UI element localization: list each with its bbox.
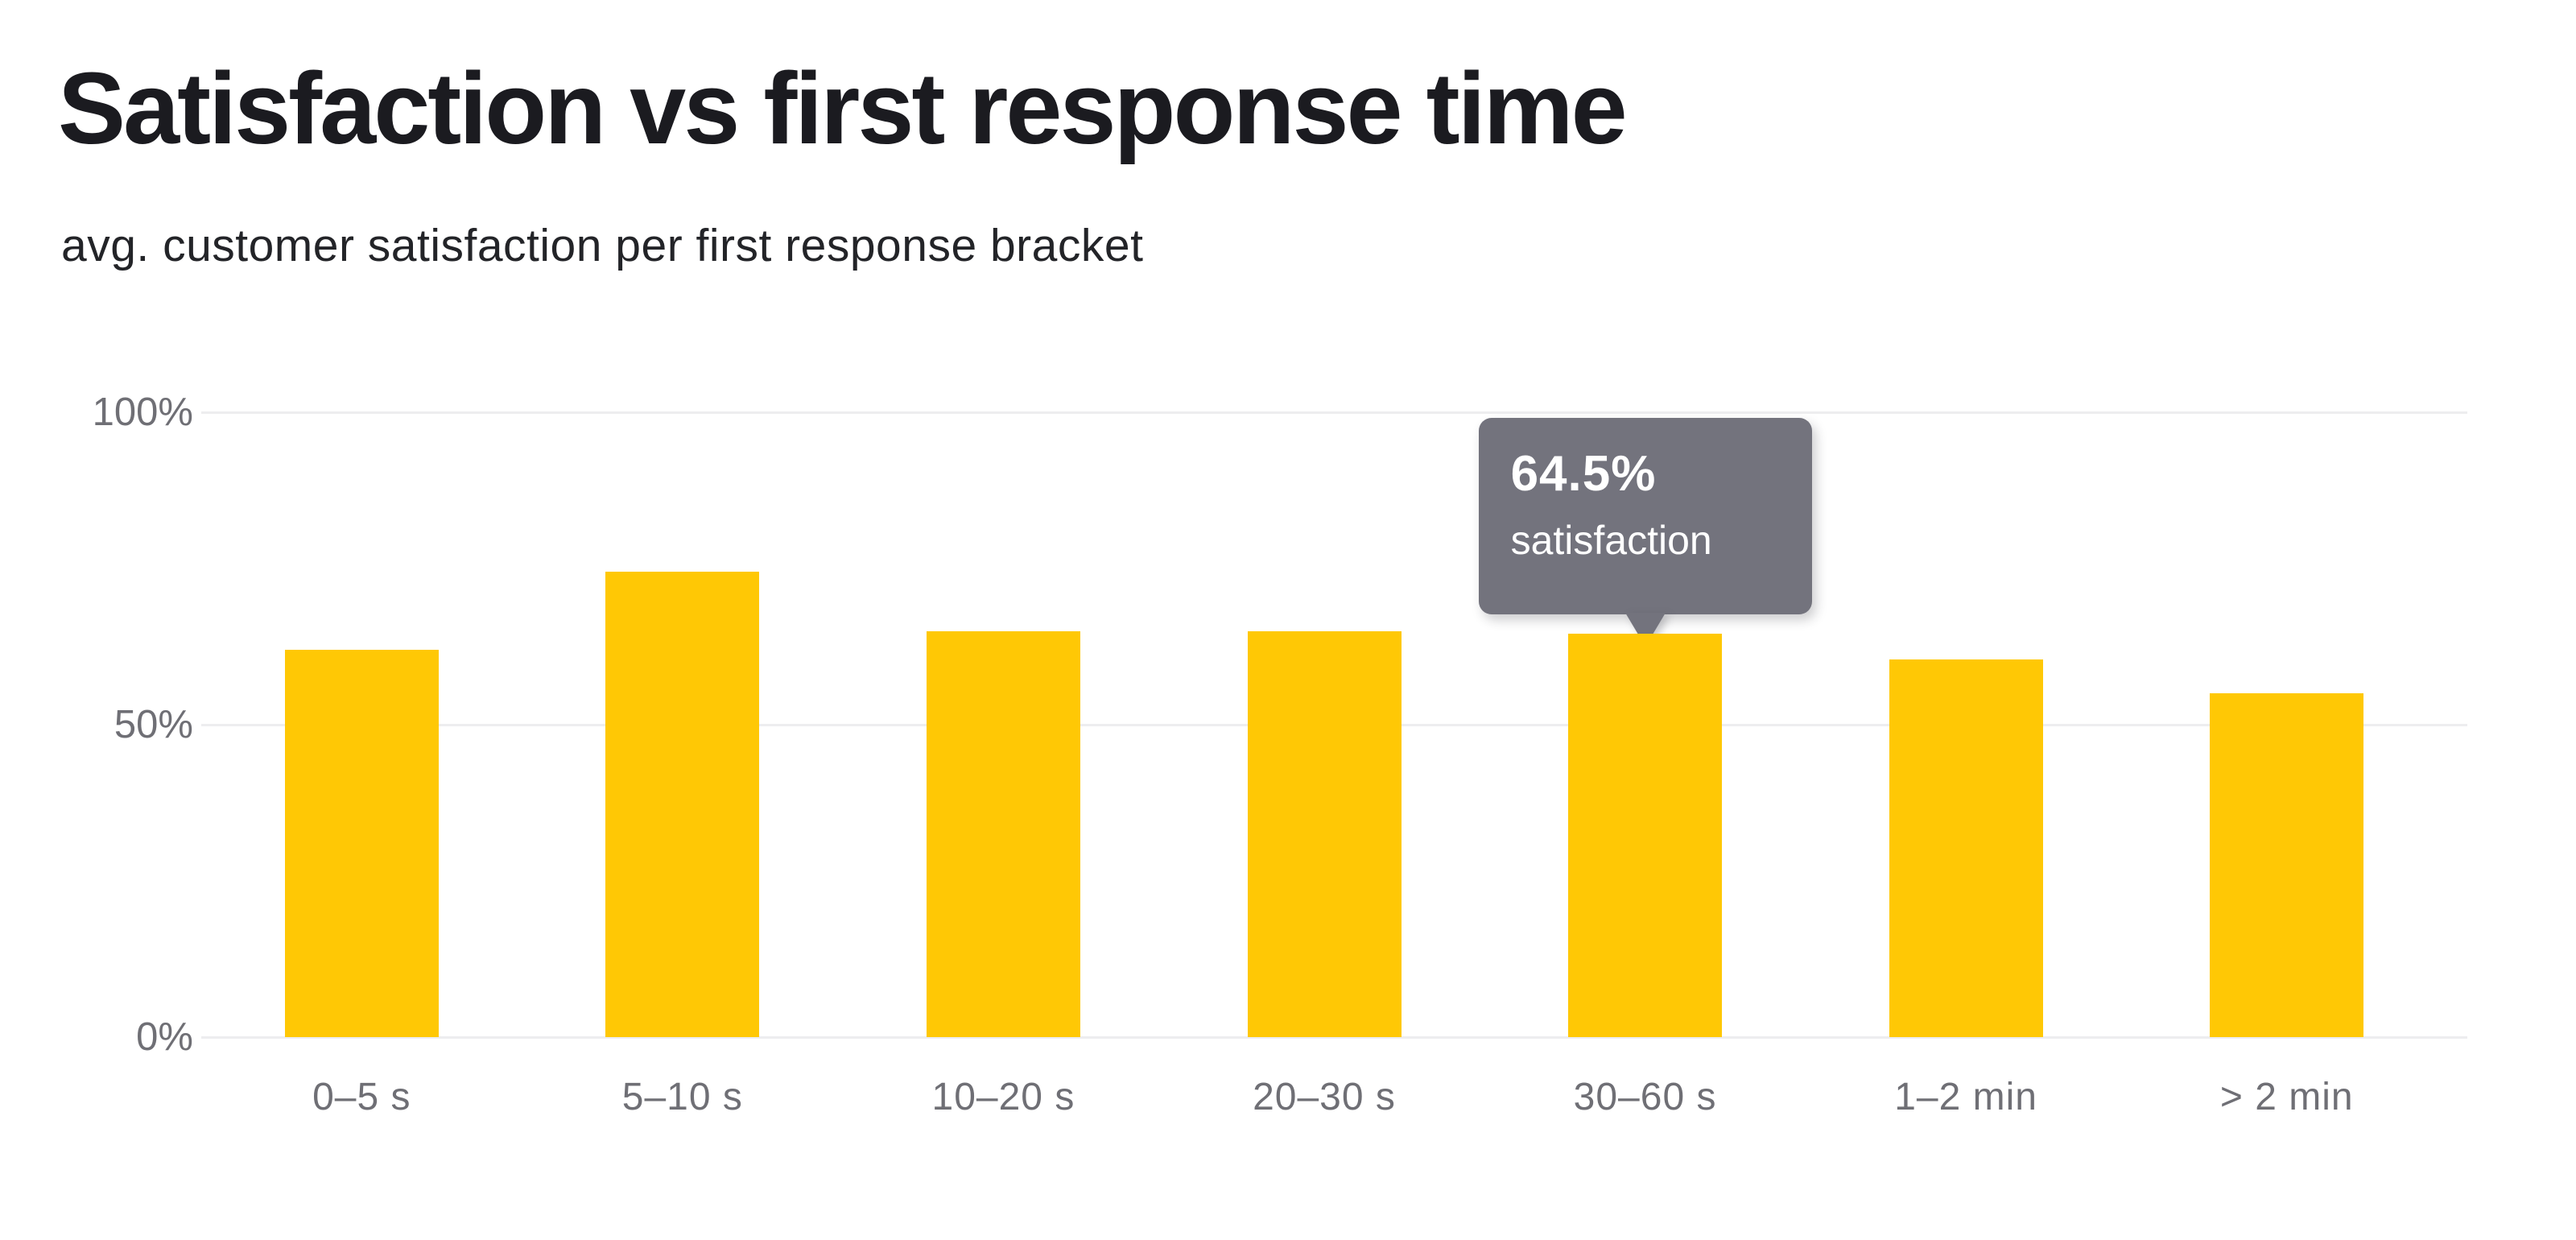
- bar[interactable]: [1568, 634, 1723, 1037]
- x-axis-tick: > 2 min: [2219, 1076, 2354, 1118]
- bar[interactable]: [1247, 630, 1402, 1037]
- x-axis-tick: 5–10 s: [621, 1076, 743, 1118]
- x-axis-tick: 20–30 s: [1253, 1076, 1396, 1118]
- bar[interactable]: [1889, 659, 2043, 1037]
- bar[interactable]: [926, 630, 1080, 1037]
- y-axis-tick: 0%: [136, 1015, 193, 1059]
- gridline-0%: [201, 1036, 2467, 1039]
- bar[interactable]: [2210, 693, 2364, 1037]
- x-axis-tick: 30–60 s: [1573, 1076, 1717, 1118]
- tooltip: 64.5% satisfaction: [1478, 418, 1812, 614]
- bar[interactable]: [605, 571, 760, 1037]
- y-axis-tick: 50%: [114, 703, 193, 746]
- chart-title: Satisfaction vs first response time: [58, 52, 1628, 165]
- x-axis-tick: 0–5 s: [312, 1076, 411, 1118]
- tooltip-value: 64.5%: [1510, 446, 1657, 502]
- tooltip-label: satisfaction: [1510, 518, 1712, 563]
- x-axis-tick: 10–20 s: [931, 1076, 1075, 1118]
- y-axis-tick: 100%: [92, 391, 193, 434]
- gridline-100%: [201, 411, 2467, 414]
- x-axis-tick: 1–2 min: [1894, 1076, 2037, 1118]
- chart-subtitle: avg. customer satisfaction per first res…: [61, 220, 1144, 271]
- bar[interactable]: [284, 649, 439, 1037]
